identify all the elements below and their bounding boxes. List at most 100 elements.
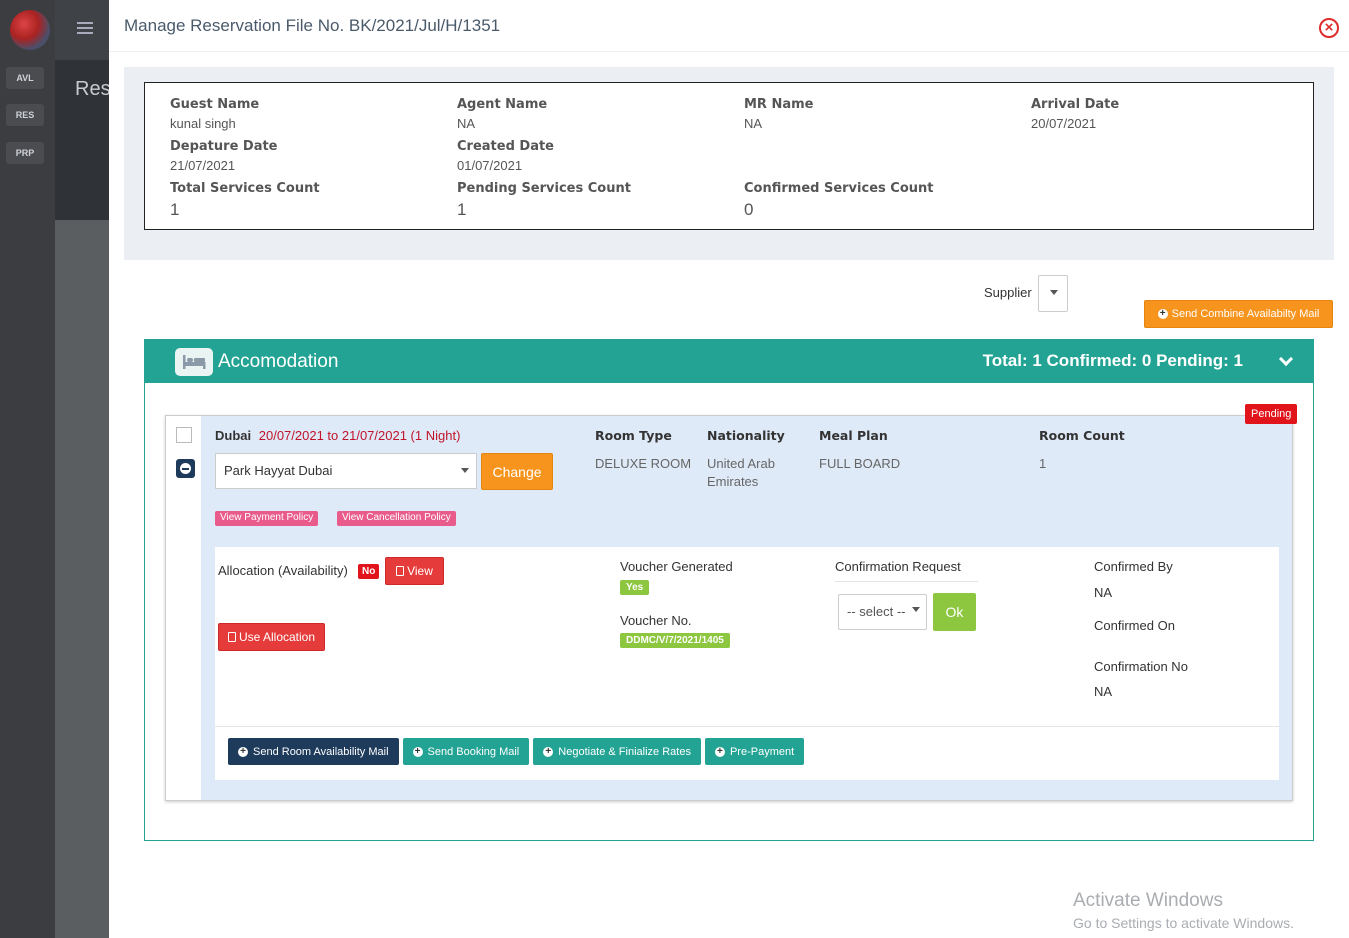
room-type-value: DELUXE ROOM	[595, 456, 692, 471]
background-sidebar: AVL RES PRP	[0, 0, 55, 938]
total-services-value: 1	[170, 200, 180, 219]
pre-payment-button[interactable]: + Pre-Payment	[704, 738, 805, 765]
hotel-select-value: Park Hayyat Dubai	[224, 463, 333, 478]
document-icon	[227, 632, 236, 642]
send-booking-mail-label: Send Booking Mail	[427, 745, 520, 758]
close-icon[interactable]: ×	[1319, 18, 1339, 38]
accommodation-panel: Accomodation Total: 1 Confirmed: 0 Pendi…	[144, 339, 1314, 841]
reservation-modal: Manage Reservation File No. BK/2021/Jul/…	[109, 0, 1349, 938]
summary-box: Guest Name kunal singh Agent Name NA MR …	[144, 82, 1314, 230]
plus-circle-icon: +	[238, 746, 248, 757]
plus-circle-icon: +	[412, 746, 423, 757]
guest-name-value: kunal singh	[170, 116, 236, 131]
meal-plan-label: Meal Plan	[819, 428, 888, 443]
confirmed-services-field: Confirmed Services Count 0	[744, 181, 933, 220]
meal-plan-col: Meal Plan FULL BOARD	[819, 428, 900, 473]
change-hotel-button[interactable]: Change	[481, 453, 553, 490]
confirmed-services-value: 0	[744, 200, 754, 219]
departure-date-field: Depature Date 21/07/2021	[170, 139, 278, 173]
caret-down-icon	[912, 607, 920, 612]
negotiate-rates-label: Negotiate & Finialize Rates	[558, 745, 691, 758]
agent-name-field: Agent Name NA	[457, 97, 547, 131]
accommodation-header[interactable]: Accomodation Total: 1 Confirmed: 0 Pendi…	[145, 340, 1313, 383]
hotel-select[interactable]: Park Hayyat Dubai	[215, 453, 477, 489]
mr-name-value: NA	[744, 116, 763, 131]
background-topbar	[55, 0, 115, 60]
arrival-date-field: Arrival Date 20/07/2021	[1031, 97, 1119, 131]
negotiate-rates-button[interactable]: + Negotiate & Finialize Rates	[533, 738, 701, 765]
confirmation-request-label: Confirmation Request	[835, 559, 978, 582]
select-checkbox[interactable]	[176, 427, 192, 443]
city-name: Dubai	[215, 428, 252, 443]
plus-circle-icon: +	[714, 746, 725, 757]
nav-item-res[interactable]: RES	[6, 104, 44, 126]
summary-section: Guest Name kunal singh Agent Name NA MR …	[124, 67, 1334, 260]
view-payment-policy-link[interactable]: View Payment Policy	[215, 511, 319, 526]
view-label: View	[407, 564, 433, 578]
use-allocation-label: Use Allocation	[238, 630, 316, 644]
arrival-date-value: 20/07/2021	[1031, 116, 1097, 131]
accommodation-title: Accomodation	[218, 350, 339, 372]
confirmed-by-label: Confirmed By	[1094, 559, 1173, 574]
room-count-col: Room Count 1	[1039, 428, 1125, 473]
nationality-col: Nationality United Arab Emirates	[707, 428, 802, 491]
agent-name-label: Agent Name	[457, 97, 548, 112]
confirmation-request-select[interactable]: -- select --	[838, 594, 927, 630]
confirmation-no-value: NA	[1094, 684, 1113, 699]
supplier-label: Supplier	[984, 285, 1032, 300]
mr-name-label: MR Name	[744, 97, 814, 112]
ok-button[interactable]: Ok	[933, 593, 976, 631]
send-room-availability-mail-label: Send Room Availability Mail	[253, 745, 389, 758]
view-allocation-button[interactable]: View	[385, 557, 444, 585]
allocation-status-badge: No	[358, 564, 380, 579]
created-date-value: 01/07/2021	[457, 158, 523, 173]
send-booking-mail-button[interactable]: + Send Booking Mail	[402, 738, 530, 765]
confirmed-by-value: NA	[1094, 585, 1113, 600]
guest-name-label: Guest Name	[170, 97, 260, 112]
voucher-no-label: Voucher No.	[620, 613, 692, 628]
room-type-label: Room Type	[595, 428, 672, 443]
send-combine-mail-button[interactable]: + Send Combine Availabilty Mail	[1144, 300, 1333, 328]
modal-header: Manage Reservation File No. BK/2021/Jul/…	[109, 0, 1349, 52]
room-count-label: Room Count	[1039, 428, 1125, 443]
send-room-availability-mail-button[interactable]: + Send Room Availability Mail	[228, 738, 399, 765]
nav-item-avl[interactable]: AVL	[6, 67, 44, 89]
hamburger-icon[interactable]	[77, 22, 93, 34]
agent-name-value: NA	[457, 116, 476, 131]
voucher-generated-badge: Yes	[620, 580, 650, 595]
modal-title: Manage Reservation File No. BK/2021/Jul/…	[124, 15, 501, 35]
room-count-value: 1	[1039, 456, 1047, 471]
stay-dates: 20/07/2021 to 21/07/2021 (1 Night)	[258, 428, 461, 443]
meal-plan-value: FULL BOARD	[819, 456, 901, 471]
nav-item-prp[interactable]: PRP	[6, 142, 44, 164]
departure-date-label: Depature Date	[170, 139, 278, 154]
created-date-field: Created Date 01/07/2021	[457, 139, 554, 173]
status-badge: Pending	[1245, 404, 1298, 424]
card-controls	[166, 416, 201, 800]
voucher-generated-label: Voucher Generated	[620, 559, 733, 574]
supplier-dropdown[interactable]	[1038, 275, 1068, 312]
send-combine-mail-label: Send Combine Availabilty Mail	[1171, 308, 1320, 320]
document-icon	[396, 566, 405, 576]
view-cancellation-policy-link[interactable]: View Cancellation Policy	[337, 511, 456, 526]
caret-down-icon	[1050, 290, 1058, 295]
plus-circle-icon: +	[543, 746, 554, 757]
divider	[215, 726, 1279, 727]
pending-services-field: Pending Services Count 1	[457, 181, 631, 220]
chevron-down-icon[interactable]	[1278, 351, 1294, 367]
departure-date-value: 21/07/2021	[170, 158, 236, 173]
mr-name-field: MR Name NA	[744, 97, 814, 131]
bed-icon	[175, 347, 213, 376]
accommodation-totals: Total: 1 Confirmed: 0 Pending: 1	[982, 351, 1243, 370]
use-allocation-button[interactable]: Use Allocation	[218, 623, 325, 651]
voucher-no-badge: DDMC/V/7/2021/1405	[620, 633, 730, 648]
caret-down-icon	[461, 468, 469, 473]
allocation-label: Allocation (Availability)	[218, 563, 348, 578]
pending-services-value: 1	[457, 200, 467, 219]
created-date-label: Created Date	[457, 139, 554, 154]
activate-windows-subtitle: Go to Settings to activate Windows.	[1073, 915, 1294, 931]
collapse-minus-icon[interactable]	[176, 459, 195, 478]
confirmed-services-label: Confirmed Services Count	[744, 181, 934, 196]
nationality-value: United Arab Emirates	[707, 456, 775, 489]
confirmation-no-label: Confirmation No	[1094, 659, 1188, 674]
